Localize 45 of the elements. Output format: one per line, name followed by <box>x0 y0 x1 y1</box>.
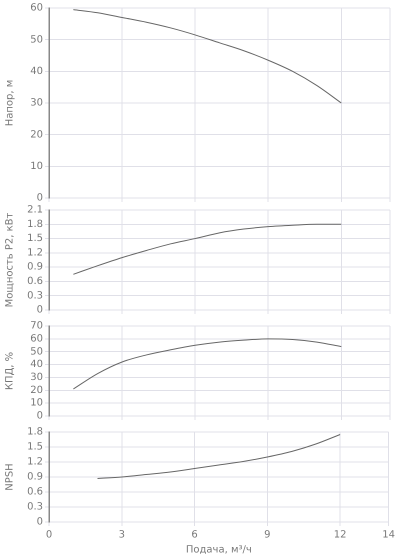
x-tick-label: 12 <box>334 530 346 541</box>
y-tick-label: 70 <box>30 320 43 332</box>
y-tick-label: 0 <box>36 192 43 204</box>
y-tick-label: 10 <box>30 398 43 409</box>
y-tick-label: 0.9 <box>27 472 43 483</box>
y-tick-label: 0.9 <box>27 262 43 273</box>
y-tick-label: 50 <box>30 34 43 46</box>
y-tick-label: 0.3 <box>27 502 43 513</box>
y-tick-label: 2.1 <box>27 204 43 216</box>
y-tick-label: 1.2 <box>27 456 43 468</box>
y-tick-label: 20 <box>30 129 43 140</box>
x-tick-label: 6 <box>191 530 198 541</box>
y-tick-label: 20 <box>30 384 43 396</box>
line-series <box>97 434 341 479</box>
y-tick-label: 1.5 <box>27 442 43 453</box>
y-tick-label: 1.8 <box>27 218 43 230</box>
y-tick-label: 40 <box>30 359 43 370</box>
y-tick-label: 0 <box>36 410 43 422</box>
y-tick-label: 0.6 <box>27 486 43 498</box>
x-tick-label: 3 <box>118 530 125 541</box>
y-tick-label: 0.3 <box>27 290 43 302</box>
line-series <box>72 224 342 275</box>
y-tick-label: 50 <box>30 346 43 358</box>
y-axis-title: Мощность P2, кВт <box>4 212 16 308</box>
y-tick-label: 30 <box>30 98 43 109</box>
y-tick-label: 40 <box>30 66 43 77</box>
x-tick-label: 0 <box>46 530 52 541</box>
y-axis-title: Напор, м <box>4 80 16 126</box>
y-axis-title: КПД, % <box>4 352 16 390</box>
y-tick-label: 30 <box>30 372 43 384</box>
y-axis-title: NPSH <box>4 463 16 491</box>
x-axis-title: Подача, м³/ч <box>186 544 252 556</box>
line-series <box>72 338 342 390</box>
line-series <box>72 9 342 104</box>
x-tick-label: 9 <box>264 530 271 541</box>
y-tick-label: 0.6 <box>27 276 43 288</box>
y-tick-label: 0 <box>36 516 43 528</box>
y-tick-label: 1.2 <box>27 247 43 258</box>
y-tick-label: 0 <box>36 304 43 316</box>
x-tick-label: 14 <box>382 530 396 541</box>
y-tick-label: 60 <box>30 333 43 344</box>
y-tick-label: 60 <box>30 2 43 14</box>
y-tick-label: 1.5 <box>27 233 43 244</box>
y-tick-label: 1.8 <box>27 426 43 438</box>
y-tick-label: 10 <box>30 160 43 172</box>
